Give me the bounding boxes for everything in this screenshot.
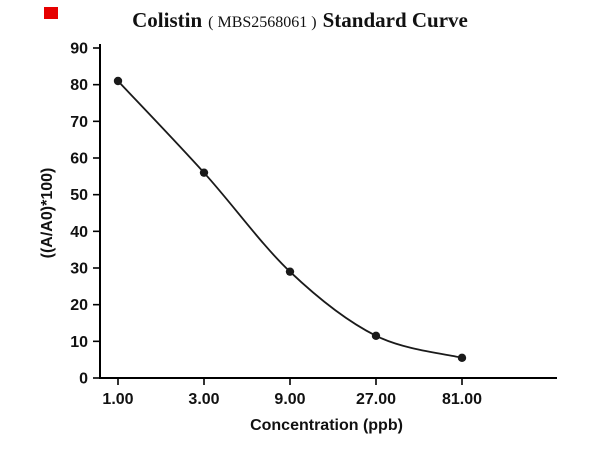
- chart-title: Colistin ( MBS2568061 ) Standard Curve: [0, 8, 600, 33]
- axes-lines: [99, 44, 557, 379]
- data-point-marker: [285, 267, 295, 276]
- y-tick-label: 80: [70, 77, 88, 94]
- y-tick-label: 0: [79, 371, 88, 388]
- x-tick-label: 3.00: [188, 391, 219, 408]
- data-point-marker: [457, 353, 467, 363]
- standard-curve-line: [117, 80, 463, 359]
- data-point-marker: [113, 76, 123, 86]
- chart-title-compound: Colistin: [132, 8, 203, 32]
- y-tick-label: 20: [70, 297, 88, 314]
- y-tick-label: 30: [70, 261, 88, 278]
- y-tick-label: 90: [70, 41, 88, 58]
- y-axis-title: ((A/A0)*100): [39, 168, 56, 259]
- x-tick-label: 9.00: [274, 391, 305, 408]
- y-tick-label: 50: [70, 187, 88, 204]
- y-tick-label: 10: [70, 334, 88, 351]
- data-point-marker: [199, 168, 209, 177]
- x-tick-label: 1.00: [102, 391, 133, 408]
- y-tick-label: 60: [70, 151, 88, 168]
- y-tick-label: 40: [70, 224, 88, 241]
- x-tick-label: 27.00: [356, 391, 396, 408]
- red-corner-mark: [44, 7, 58, 19]
- y-tick-label: 70: [70, 114, 88, 131]
- chart-title-suffix: Standard Curve: [322, 8, 468, 32]
- chart-title-catalog-number: ( MBS2568061 ): [208, 14, 317, 31]
- x-axis-title: Concentration (ppb): [250, 417, 403, 434]
- x-tick-label: 81.00: [442, 391, 482, 408]
- data-point-marker: [371, 331, 381, 341]
